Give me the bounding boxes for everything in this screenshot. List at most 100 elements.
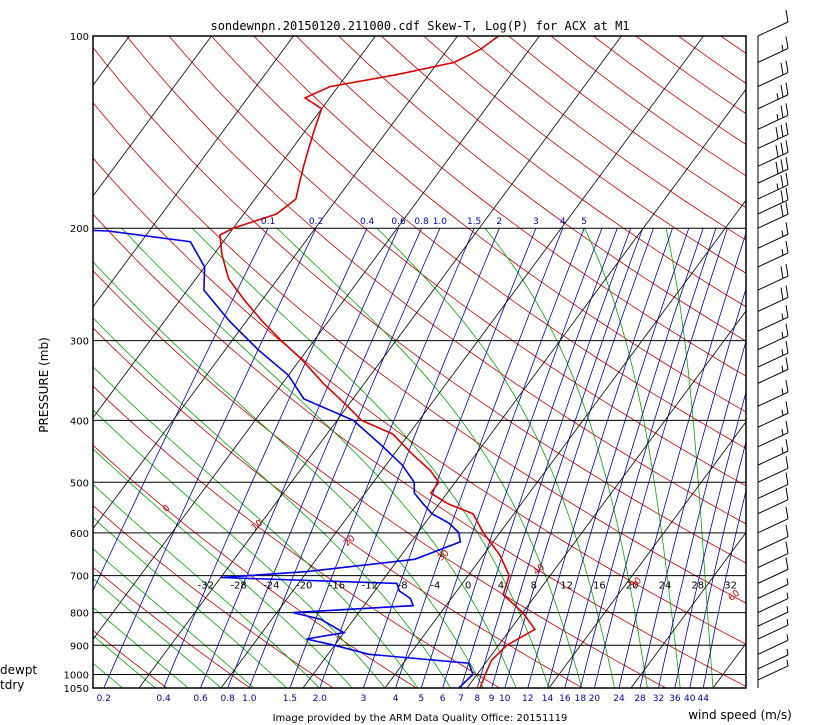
wind-barb-feather: [785, 472, 789, 485]
wind-barb: [757, 380, 789, 407]
moist-adiabat-line: [93, 261, 484, 688]
wind-barb: [757, 472, 789, 499]
mixing-ratio-line: [702, 489, 746, 688]
temperature-tick-label: 16: [593, 581, 606, 592]
mixing-ratio-label: 1.0: [242, 694, 257, 704]
wind-barb: [757, 240, 789, 268]
mixing-ratio-label: 0.1: [261, 217, 275, 227]
mixing-ratio-label: 3: [533, 217, 539, 227]
wind-barb-staff: [757, 499, 789, 515]
background-grid: [0, 36, 746, 688]
dewpt-profile-line: [93, 229, 474, 688]
pressure-tick-label: 800: [70, 609, 89, 620]
wind-barb-half-feather: [786, 648, 789, 655]
wind-barb: [757, 439, 789, 466]
wind-barb-half-feather: [781, 44, 784, 51]
moist-adiabat-line: [93, 662, 123, 688]
wind-barb-staff: [757, 391, 789, 407]
wind-barb-feather: [785, 401, 789, 414]
wind-barb-staff: [757, 639, 789, 655]
mixing-ratio-line: [395, 228, 564, 688]
temperature-tick-label: 20: [626, 581, 639, 592]
isotherm-line: [466, 310, 746, 688]
wind-barb-half-feather: [786, 659, 789, 667]
moist-adiabat-line: [584, 228, 681, 688]
wind-barb-feather: [775, 144, 779, 158]
temperature-tick-label: -16: [329, 581, 345, 592]
wind-barb: [757, 541, 789, 568]
mixing-ratio-label: 16: [559, 694, 571, 704]
mixing-ratio-label: 3: [361, 694, 367, 704]
isotherm-line: [93, 36, 130, 86]
mixing-ratio-label: 4: [393, 694, 399, 704]
moist-adiabat-line: [93, 366, 419, 688]
mixing-ratio-line: [674, 390, 746, 688]
mixing-ratio-line: [200, 228, 399, 688]
mixing-ratio-label: 5: [581, 217, 587, 227]
mixing-ratio-line: [103, 228, 317, 688]
mixing-ratio-line: [504, 228, 654, 688]
mixing-ratio-line: [289, 228, 475, 688]
wind-barb-feather: [785, 140, 789, 153]
wind-barb: [757, 357, 789, 384]
wind-speed-label: wind speed (m/s): [688, 708, 792, 722]
wind-barb-half-feather: [781, 249, 784, 256]
isotherm-line: [93, 36, 294, 308]
wind-barb-feather: [785, 240, 789, 254]
temperature-tick-label: 0: [465, 581, 471, 592]
wind-barb: [757, 592, 789, 614]
wind-barb-half-feather: [786, 606, 789, 613]
mixing-ratio-label: 7: [458, 694, 464, 704]
temperature-tick-label: 8: [531, 581, 537, 592]
wind-barb-staff: [757, 275, 789, 291]
mixing-ratio-line: [547, 228, 690, 688]
wind-barb-feather: [785, 439, 789, 452]
wind-barb-feather: [785, 323, 789, 336]
mixing-ratio-line: [476, 228, 632, 688]
wind-barb-feather: [785, 9, 789, 23]
temperature-tick-label: -4: [430, 581, 440, 592]
moist-adiabat-line: [93, 548, 255, 688]
pressure-tick-label: 500: [70, 478, 89, 489]
plot-frame: [92, 35, 747, 689]
wind-barb: [757, 202, 789, 229]
wind-barb-feather: [780, 204, 784, 217]
temperature-tick-label: 12: [560, 581, 573, 592]
temperature-tick-label: -12: [362, 581, 378, 592]
wind-barb: [757, 634, 789, 655]
pressure-tick-label: 100: [70, 32, 89, 43]
moist-adiabat-line: [191, 227, 550, 688]
wind-barb-staff: [757, 598, 789, 614]
wind-barb: [757, 401, 789, 428]
wind-barb-half-feather: [786, 618, 789, 626]
dry-adiabat-line: [93, 270, 667, 688]
wind-barb-staff: [757, 483, 789, 499]
mixing-ratio-label: 10: [499, 694, 511, 704]
mixing-ratio-label: 14: [542, 694, 554, 704]
wind-barb-half-feather: [781, 230, 784, 237]
wind-barb-staff: [757, 47, 789, 63]
wind-barb-half-feather: [786, 634, 789, 641]
moist-adiabat-line: [93, 317, 451, 688]
wind-barb-feather: [780, 159, 784, 172]
moist-adiabat-line: [93, 483, 320, 688]
mixing-ratio-label: 1.5: [467, 217, 481, 227]
wind-barb-feather: [785, 557, 789, 570]
moist-adiabat-line: [93, 606, 189, 688]
isotherm-line: [302, 88, 746, 688]
mixing-ratio-label: 2.0: [313, 694, 328, 704]
dry-adiabat-line: [0, 36, 1, 688]
temperature-tick-label: -24: [263, 581, 279, 592]
moist-adiabat-line: [276, 227, 583, 688]
wind-barb-staff: [757, 624, 789, 640]
isotherm-line: [93, 36, 376, 419]
wind-barb-half-feather: [781, 447, 784, 454]
wind-barb-staff: [757, 412, 789, 428]
mixing-ratio-label: 0.2: [97, 694, 111, 704]
wind-barb-staff: [757, 72, 789, 88]
dry-adiabat-line: [93, 157, 746, 645]
wind-barb: [757, 157, 789, 184]
footer-credit: Image provided by the ARM Data Quality O…: [273, 713, 568, 724]
dry-adiabat-line: [168, 36, 746, 487]
